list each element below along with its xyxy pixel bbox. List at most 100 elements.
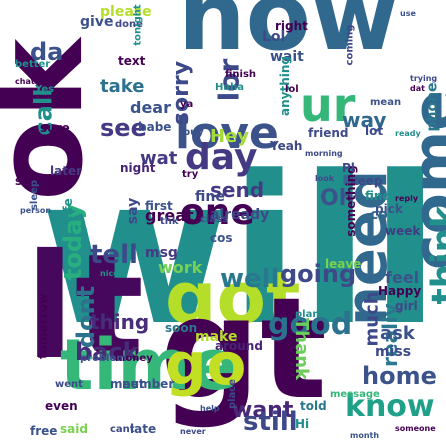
word-got: got — [165, 256, 301, 340]
word-co: co — [370, 207, 388, 223]
word-thk: thk — [160, 216, 179, 227]
word-wat: wat — [140, 148, 178, 169]
word-ask: ask — [380, 323, 415, 344]
word-fine: fine — [195, 189, 225, 205]
word-coming: coming — [344, 24, 356, 66]
word-make: make — [195, 329, 238, 345]
word-hey: Hey — [210, 126, 250, 147]
word-done: done — [115, 19, 143, 30]
word-mean: mean — [370, 97, 402, 108]
word-first: first — [145, 199, 173, 213]
word-well: well — [220, 264, 280, 294]
word-plan: plan — [295, 309, 320, 320]
word-better: better — [15, 59, 51, 70]
word-chat: chat — [15, 77, 35, 86]
word-finish: finish — [225, 69, 257, 80]
word-back: back — [75, 338, 139, 366]
word-msg: msg — [145, 245, 178, 261]
word-right: right — [275, 19, 308, 33]
word-ya: ya — [180, 99, 194, 110]
word-free: free — [30, 424, 58, 438]
word-yeah: Yeah — [270, 139, 303, 153]
word-class: class — [200, 214, 229, 225]
word-go: go — [165, 330, 247, 398]
word-lol: Lol — [262, 29, 286, 45]
word-home: home — [362, 362, 437, 390]
word-keep: keep — [350, 174, 383, 188]
word-night: night — [120, 161, 156, 175]
word-never: never — [180, 427, 206, 436]
word-look: look — [315, 174, 335, 183]
word-buy: buy — [183, 127, 204, 138]
word-time: time — [60, 324, 238, 406]
word-meet: meet — [110, 377, 145, 391]
word-later: later — [50, 164, 83, 178]
word-life: life — [60, 198, 75, 220]
word-phone: phone — [424, 82, 441, 132]
word-lor: lor — [212, 58, 246, 102]
word-week: week — [385, 224, 421, 238]
word-said: said — [60, 422, 88, 436]
word-tomorrow: tomorrow — [35, 293, 50, 359]
word-work: work — [158, 258, 203, 277]
word-reply: reply — [395, 194, 419, 203]
word-yes: Yes — [35, 84, 55, 95]
word-want: want — [232, 398, 294, 423]
word-dear: dear — [130, 98, 171, 117]
word-cos: cos — [210, 231, 233, 245]
word-pick: pick — [375, 202, 403, 216]
word-now: now — [178, 0, 399, 72]
word-place: place — [227, 378, 239, 410]
word-text: text — [118, 54, 146, 68]
word-wait: wait — [270, 49, 304, 65]
word-day: day — [185, 137, 258, 178]
word-tell: tell — [90, 240, 138, 270]
word-babe: babe — [138, 120, 172, 134]
word-trying: trying — [410, 74, 438, 83]
word-dat: dat — [410, 84, 425, 93]
word-say: say — [125, 197, 142, 225]
word-month: month — [350, 431, 380, 440]
word-girl: girl — [395, 299, 418, 313]
word-nice: nice — [100, 269, 119, 278]
word-give: give — [80, 14, 114, 30]
word-told: told — [300, 399, 327, 413]
word-friend: friend — [308, 126, 349, 140]
word-message: message — [330, 389, 380, 400]
word-morning: morning — [305, 149, 343, 158]
word-ready: ready — [395, 129, 421, 138]
word-good: good — [268, 307, 353, 342]
word-one: one — [180, 192, 255, 233]
word-find: find — [365, 189, 392, 203]
word-will: will — [40, 133, 441, 371]
word-oh: Oh — [320, 186, 355, 211]
word-lol: lol — [285, 84, 299, 95]
word-even: even — [45, 399, 78, 413]
word-feel: feel — [385, 268, 420, 287]
word-number: number — [122, 377, 175, 391]
word-love: love — [175, 108, 279, 159]
word-miss: miss — [375, 344, 412, 360]
word-money: money — [115, 353, 153, 364]
word-late: late — [130, 422, 157, 436]
word-da: da — [30, 38, 64, 66]
word-use: use — [400, 9, 416, 18]
word-send: send — [210, 178, 265, 202]
word-going: going — [280, 260, 357, 288]
word-know: know — [345, 389, 435, 424]
word-soon: soon — [165, 321, 198, 335]
word-way: way — [342, 108, 387, 132]
word-great: great — [145, 206, 194, 225]
word-help: help — [200, 404, 220, 413]
word-thing: thing — [90, 310, 150, 334]
word-pl: Pl — [342, 161, 355, 175]
word-cant: cant — [110, 424, 135, 435]
word-see: see — [100, 114, 147, 142]
word-someone: someone — [395, 424, 436, 433]
word-person: person — [20, 206, 52, 215]
word-sure: sure — [40, 121, 70, 135]
word-hi: Hi — [295, 417, 310, 431]
word-haha: Haha — [215, 82, 244, 93]
word-take: take — [100, 76, 145, 97]
